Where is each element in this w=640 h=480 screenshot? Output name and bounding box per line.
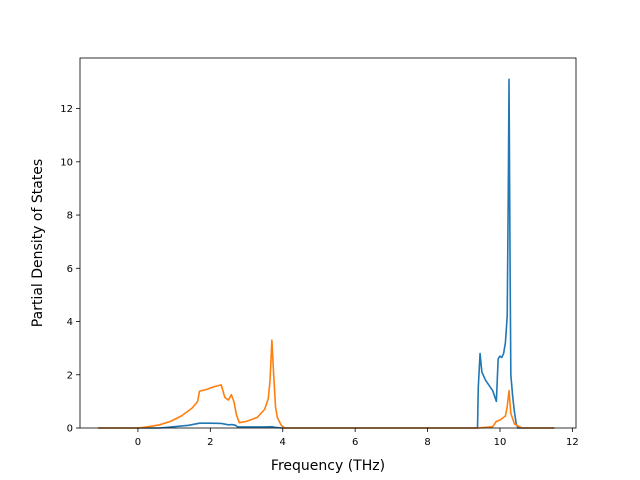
x-tick-label: 6	[352, 437, 358, 448]
y-tick-label: 0	[67, 424, 73, 435]
x-tick-label: 2	[207, 437, 213, 448]
y-tick-label: 4	[67, 317, 73, 328]
y-tick-label: 10	[60, 157, 73, 168]
series-layer	[98, 78, 555, 429]
y-axis-ticks: 0 2 4 6 8 10 12	[60, 104, 80, 435]
y-tick-label: 6	[67, 264, 73, 275]
x-tick-label: 0	[135, 437, 141, 448]
y-tick-label: 12	[60, 104, 73, 115]
series-line-2	[98, 339, 555, 429]
x-tick-label: 4	[280, 437, 286, 448]
plot-area	[80, 58, 576, 428]
y-axis-label: Partial Density of States	[30, 159, 46, 327]
x-tick-label: 12	[566, 437, 579, 448]
y-tick-label: 8	[67, 211, 73, 222]
x-tick-label: 8	[424, 437, 430, 448]
x-axis-ticks: 0 2 4 6 8 10 12	[135, 428, 579, 448]
series-line-1	[98, 78, 555, 429]
x-axis-label: Frequency (THz)	[271, 458, 385, 474]
y-tick-label: 2	[67, 370, 73, 381]
plot-frame	[79, 57, 577, 429]
x-tick-label: 10	[494, 437, 507, 448]
